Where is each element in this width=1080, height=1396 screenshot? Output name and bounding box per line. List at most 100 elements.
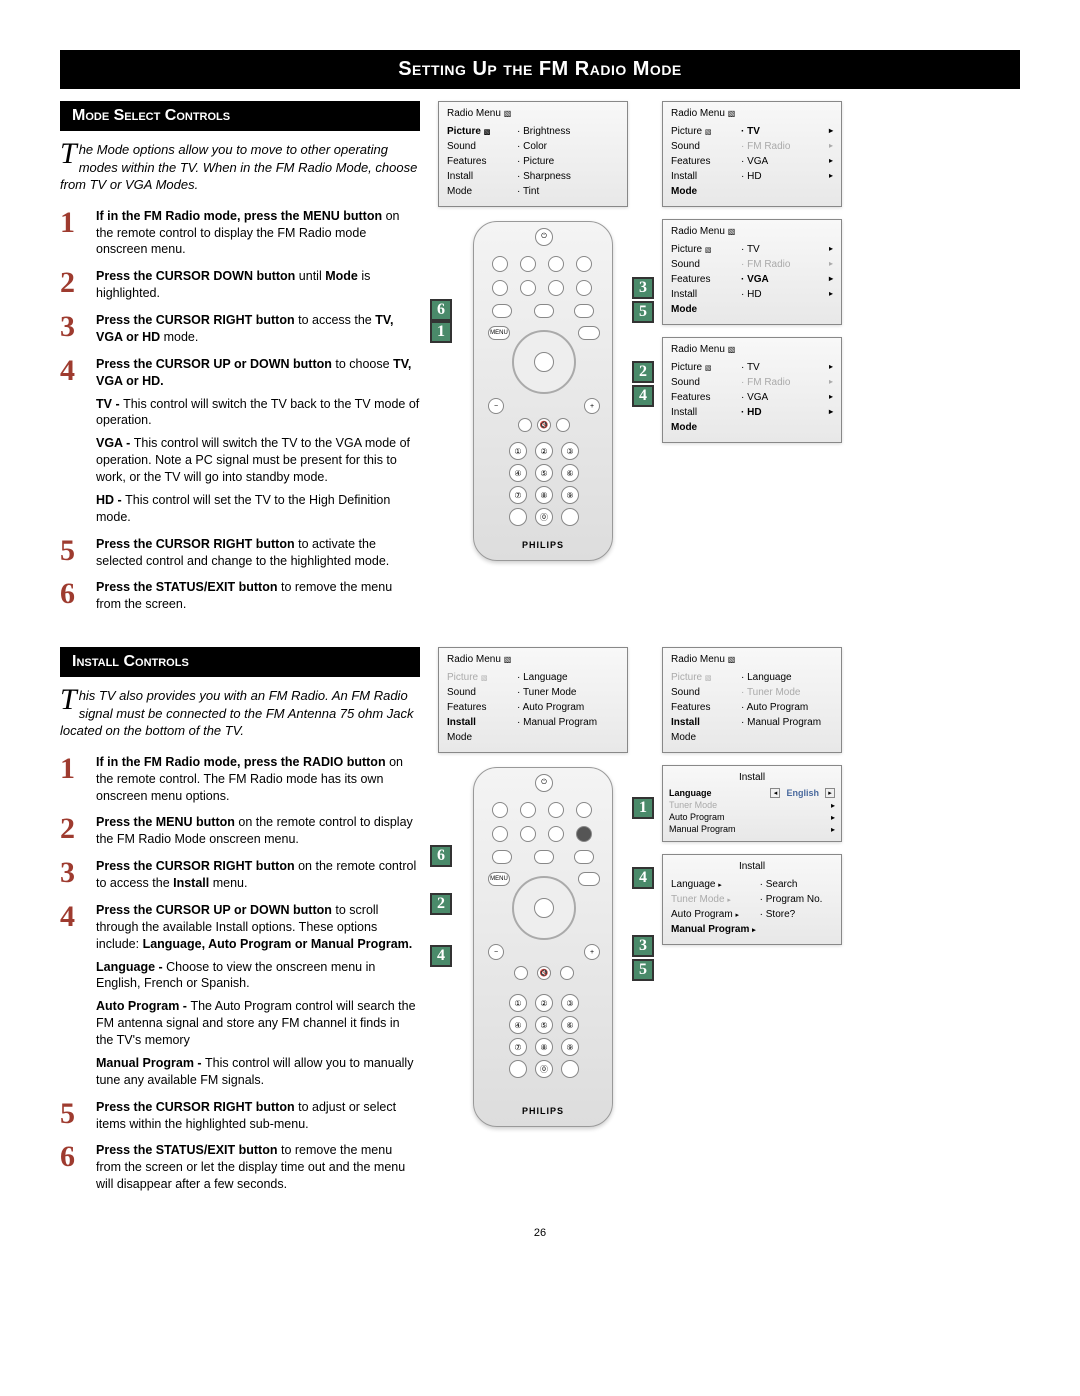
vol-up: + bbox=[584, 398, 600, 414]
power-button: ⏻ bbox=[535, 774, 553, 792]
num-ext bbox=[509, 1060, 527, 1078]
num-6: ⑥ bbox=[561, 464, 579, 482]
osd-item: Mode bbox=[669, 731, 739, 744]
step-number: 6 bbox=[60, 579, 86, 613]
num-6: ⑥ bbox=[561, 1016, 579, 1034]
step: 6Press the STATUS/EXIT button to remove … bbox=[60, 1142, 420, 1193]
remote-button bbox=[492, 802, 508, 818]
remote-button bbox=[492, 304, 512, 318]
osd-item: FM Radio bbox=[739, 140, 835, 153]
remote-button bbox=[574, 850, 594, 864]
osd-item: Tuner Mode bbox=[515, 686, 621, 699]
remote-button bbox=[520, 802, 536, 818]
menu-button: MENU bbox=[488, 326, 510, 340]
install-intro: T his TV also provides you with an FM Ra… bbox=[60, 687, 420, 740]
osd-item: Sound bbox=[669, 686, 739, 699]
brand-label: PHILIPS bbox=[474, 540, 612, 550]
step-body: Press the CURSOR RIGHT button to access … bbox=[96, 312, 420, 346]
osd-title: Radio Menu ▧ bbox=[663, 652, 841, 669]
osd-item: Mode bbox=[669, 185, 739, 198]
remote-button bbox=[574, 304, 594, 318]
osd-item: Mode bbox=[445, 185, 515, 198]
menu-button: MENU bbox=[488, 872, 510, 886]
osd-item: VGA bbox=[739, 391, 835, 404]
step-body: Press the CURSOR DOWN button until Mode … bbox=[96, 268, 420, 302]
osd-item: Language bbox=[515, 671, 621, 684]
remote-illustration: ⏻ MENU − + bbox=[438, 767, 648, 1127]
osd-title: Radio Menu ▧ bbox=[439, 652, 627, 669]
power-button: ⏻ bbox=[535, 228, 553, 246]
osd-item: Auto Program ▸ bbox=[669, 908, 758, 921]
osd-item: Picture ▧ bbox=[445, 671, 515, 684]
osd-item: Color bbox=[515, 140, 621, 153]
osd-item: Picture ▧ bbox=[669, 361, 739, 374]
step-sub: Manual Program - This control will allow… bbox=[96, 1055, 420, 1089]
osd-menu: Radio Menu ▧Picture ▧SoundFeaturesInstal… bbox=[438, 647, 628, 753]
arrow-left-icon: ◂ bbox=[770, 788, 780, 798]
osd-item: Picture ▧ bbox=[445, 125, 515, 138]
page-title: Setting Up the FM Radio Mode bbox=[60, 50, 1020, 89]
callout-3: 3 bbox=[632, 935, 654, 957]
step-number: 2 bbox=[60, 814, 86, 848]
mode-select-section: Mode Select Controls T he Mode options a… bbox=[60, 101, 1020, 623]
step-sub: HD - This control will set the TV to the… bbox=[96, 492, 420, 526]
osd-item: Tuner Mode▸ bbox=[663, 799, 841, 811]
num-8: ⑧ bbox=[535, 1038, 553, 1056]
osd-item: Manual Program▸ bbox=[663, 823, 841, 835]
dropcap: T bbox=[60, 687, 79, 713]
num-5: ⑤ bbox=[535, 1016, 553, 1034]
osd-install-language: InstallLanguage◂English▸Tuner Mode▸Auto … bbox=[662, 765, 842, 842]
step-body: Press the MENU button on the remote cont… bbox=[96, 814, 420, 848]
osd-item: Manual Program bbox=[739, 716, 835, 729]
remote-button bbox=[492, 826, 508, 842]
language-value: English bbox=[786, 788, 819, 798]
radio-button bbox=[576, 826, 592, 842]
num-7: ⑦ bbox=[509, 1038, 527, 1056]
osd-item: Install bbox=[669, 716, 739, 729]
remote-button bbox=[534, 304, 554, 318]
step: 5Press the CURSOR RIGHT button to activa… bbox=[60, 536, 420, 570]
callout-5: 5 bbox=[632, 301, 654, 323]
step-body: Press the STATUS/EXIT button to remove t… bbox=[96, 1142, 420, 1193]
osd-item: Auto Program▸ bbox=[663, 811, 841, 823]
dpad-ok bbox=[534, 898, 554, 918]
remote-button bbox=[556, 418, 570, 432]
osd-item: Mode bbox=[669, 421, 739, 434]
num-2: ② bbox=[535, 994, 553, 1012]
callout-3: 3 bbox=[632, 277, 654, 299]
step-body: If in the FM Radio mode, press the RADIO… bbox=[96, 754, 420, 805]
osd-item: Install bbox=[669, 406, 739, 419]
osd-title: Radio Menu ▧ bbox=[439, 106, 627, 123]
osd-item: Picture ▧ bbox=[669, 243, 739, 256]
num-9: ⑨ bbox=[561, 1038, 579, 1056]
osd-item: Features bbox=[445, 155, 515, 168]
num-ext bbox=[561, 1060, 579, 1078]
osd-menu: Radio Menu ▧Picture ▧SoundFeaturesInstal… bbox=[662, 337, 842, 443]
callout-1: 1 bbox=[632, 797, 654, 819]
num-8: ⑧ bbox=[535, 486, 553, 504]
osd-item: Mode bbox=[445, 731, 515, 744]
step: 1If in the FM Radio mode, press the RADI… bbox=[60, 754, 420, 805]
vol-up: + bbox=[584, 944, 600, 960]
osd-item: Sound bbox=[669, 258, 739, 271]
remote-button bbox=[492, 256, 508, 272]
brand-label: PHILIPS bbox=[474, 1106, 612, 1116]
step-number: 5 bbox=[60, 536, 86, 570]
step: 1If in the FM Radio mode, press the MENU… bbox=[60, 208, 420, 259]
vol-down: − bbox=[488, 398, 504, 414]
remote-button bbox=[534, 850, 554, 864]
mode-select-intro: T he Mode options allow you to move to o… bbox=[60, 141, 420, 194]
callout-6: 6 bbox=[430, 845, 452, 867]
osd-title: Install bbox=[663, 859, 841, 876]
remote-button bbox=[548, 826, 564, 842]
step-body: Press the CURSOR UP or DOWN button to sc… bbox=[96, 902, 420, 1089]
osd-item: FM Radio bbox=[739, 376, 835, 389]
osd-item: Features bbox=[669, 273, 739, 286]
step: 2Press the CURSOR DOWN button until Mode… bbox=[60, 268, 420, 302]
osd-item: FM Radio bbox=[739, 258, 835, 271]
num-4: ④ bbox=[509, 1016, 527, 1034]
step-sub: TV - This control will switch the TV bac… bbox=[96, 396, 420, 430]
callout-6: 6 bbox=[430, 299, 452, 321]
remote-button bbox=[548, 802, 564, 818]
osd-menu: Radio Menu ▧Picture ▧SoundFeaturesInstal… bbox=[438, 101, 628, 207]
